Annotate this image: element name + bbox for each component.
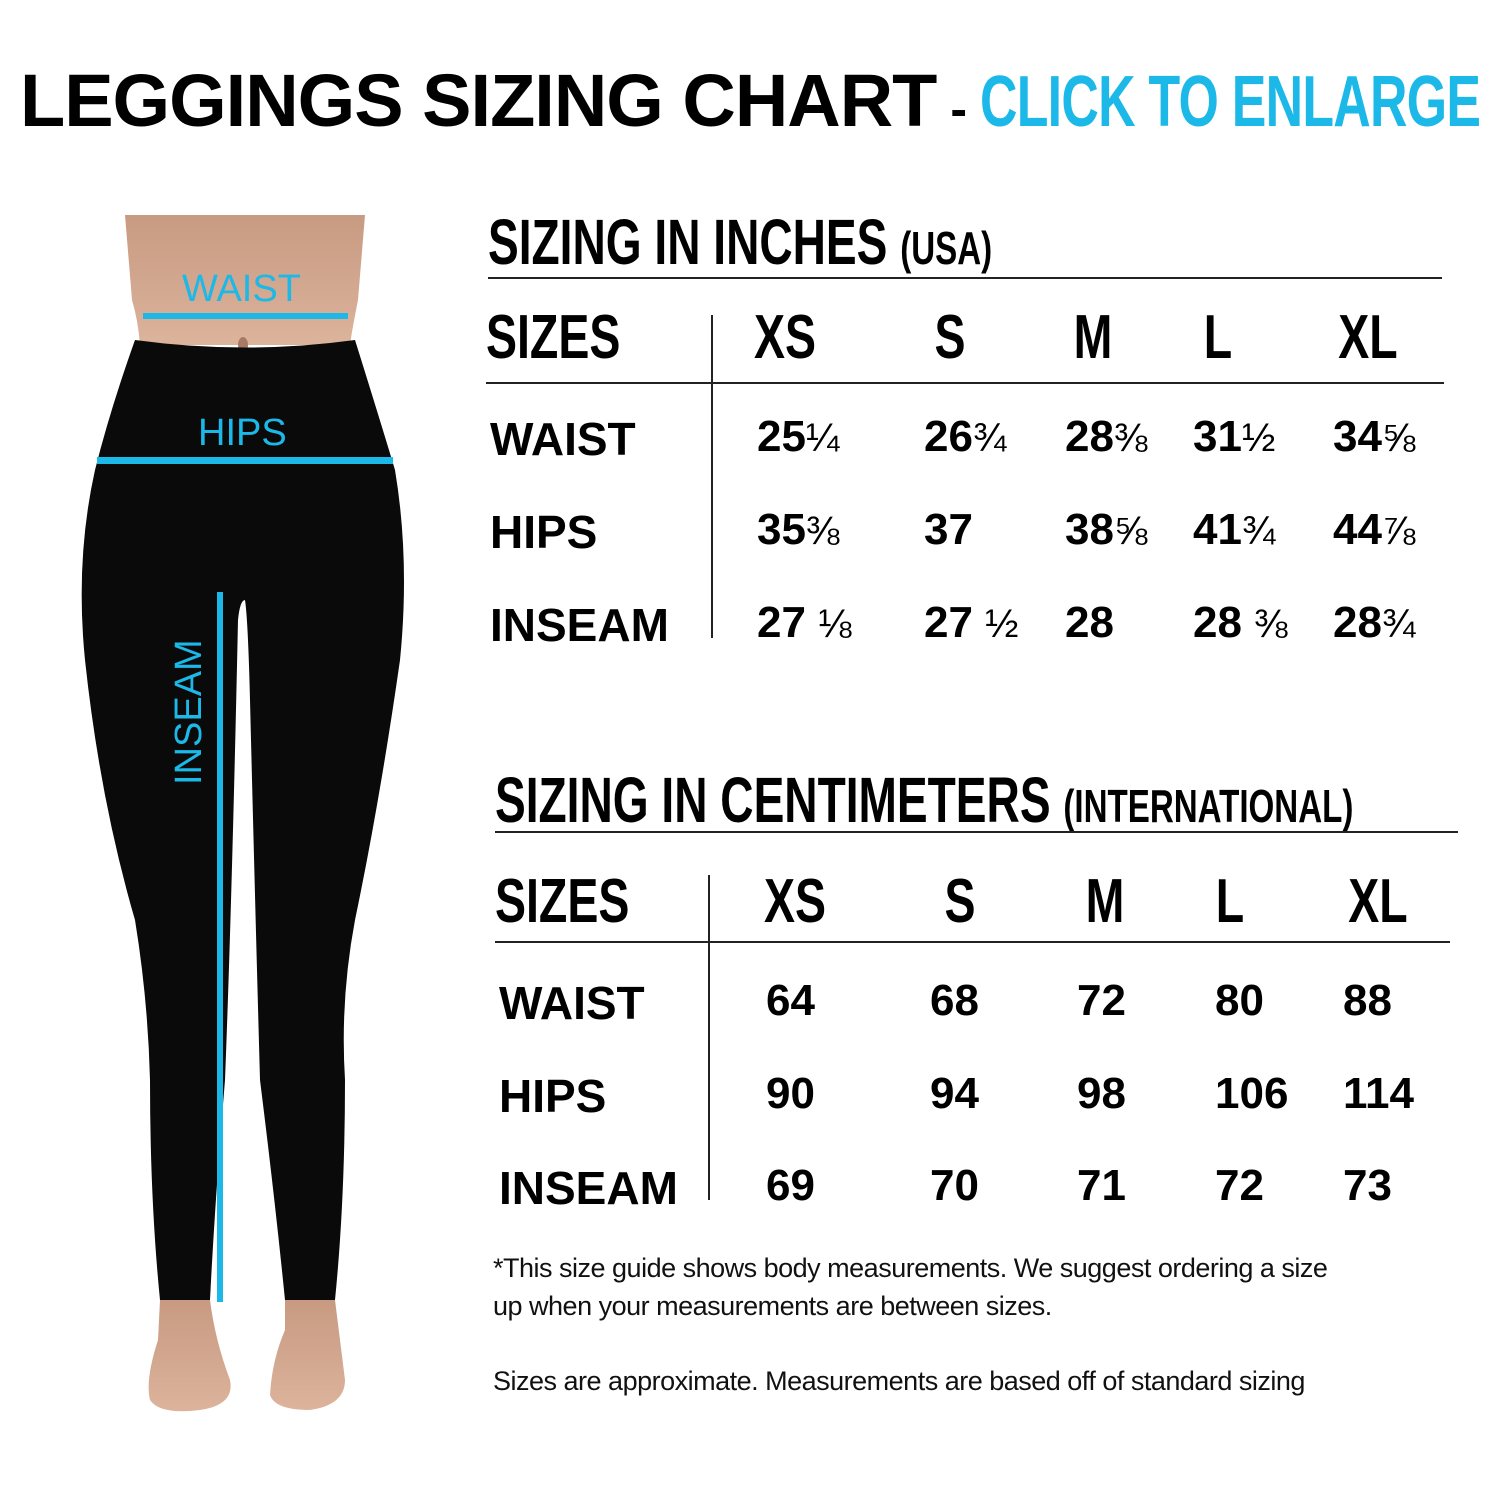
header-size-xl: XL bbox=[1348, 867, 1408, 936]
cell-waist: 68 bbox=[930, 976, 979, 1025]
inseam-label: INSEAM bbox=[168, 639, 210, 785]
left-foot bbox=[148, 1300, 231, 1412]
cell-hips: 98 bbox=[1077, 1069, 1126, 1118]
note-line-2: up when your measurements are between si… bbox=[493, 1291, 1052, 1321]
cell-waist: 26¾ bbox=[924, 412, 1007, 461]
header-size-l: L bbox=[1215, 867, 1245, 936]
cell-inseam: 69 bbox=[766, 1161, 815, 1210]
column-divider bbox=[711, 315, 713, 638]
column-divider bbox=[708, 875, 710, 1200]
cell-hips: 106 bbox=[1215, 1069, 1289, 1118]
cm-subtitle: (INTERNATIONAL) bbox=[1063, 780, 1354, 832]
header-size-s: S bbox=[944, 867, 976, 936]
cell-inseam: 71 bbox=[1077, 1161, 1126, 1210]
cm-title: SIZING IN CENTIMETERS bbox=[495, 764, 1051, 836]
cell-inseam: 28 bbox=[1065, 598, 1114, 647]
title-separator: - bbox=[950, 81, 967, 137]
header-size-l: L bbox=[1203, 303, 1233, 372]
cell-hips: 44⅞ bbox=[1333, 505, 1416, 554]
cell-inseam: 28 ⅜ bbox=[1193, 598, 1288, 647]
leggings-illustration bbox=[81, 215, 405, 1412]
torso bbox=[125, 215, 365, 345]
cell-waist: 31½ bbox=[1193, 412, 1276, 461]
title-main: LEGGINGS SIZING CHART bbox=[20, 59, 937, 142]
inseam-line bbox=[217, 592, 223, 1302]
header-divider bbox=[495, 941, 1450, 943]
cell-hips: 38⅝ bbox=[1065, 505, 1148, 554]
row-label-waist: WAIST bbox=[490, 413, 636, 465]
leggings bbox=[81, 340, 405, 1300]
header-size-s: S bbox=[934, 303, 966, 372]
cell-inseam: 28¾ bbox=[1333, 598, 1416, 647]
header-size-xs: XS bbox=[753, 303, 817, 372]
cell-inseam: 72 bbox=[1215, 1161, 1264, 1210]
cell-waist: 64 bbox=[766, 976, 815, 1025]
row-label-hips: HIPS bbox=[499, 1070, 607, 1122]
cell-waist: 72 bbox=[1077, 976, 1126, 1025]
hips-label: HIPS bbox=[198, 412, 287, 454]
cell-inseam: 73 bbox=[1343, 1161, 1392, 1210]
cell-hips: 94 bbox=[930, 1069, 979, 1118]
hips-line bbox=[97, 457, 393, 464]
click-to-enlarge-link[interactable]: CLICK TO ENLARGE bbox=[980, 62, 1481, 142]
inches-subtitle: (USA) bbox=[900, 222, 993, 274]
row-label-inseam: INSEAM bbox=[499, 1162, 678, 1214]
cell-hips: 114 bbox=[1343, 1069, 1414, 1118]
cell-hips: 90 bbox=[766, 1069, 815, 1118]
cell-inseam: 27 ⅛ bbox=[757, 598, 852, 647]
header-size-m: M bbox=[1073, 303, 1113, 372]
header-size-xl: XL bbox=[1338, 303, 1398, 372]
cm-section-title: SIZING IN CENTIMETERS (INTERNATIONAL) bbox=[495, 763, 1353, 837]
waist-label: WAIST bbox=[182, 268, 301, 310]
cell-waist: 28⅜ bbox=[1065, 412, 1148, 461]
note-line-3: Sizes are approximate. Measurements are … bbox=[493, 1366, 1305, 1396]
row-label-waist: WAIST bbox=[499, 977, 645, 1029]
inches-title: SIZING IN INCHES bbox=[488, 206, 888, 278]
note-line-1: *This size guide shows body measurements… bbox=[493, 1253, 1328, 1283]
divider bbox=[495, 831, 1458, 833]
cell-waist: 34⅝ bbox=[1333, 412, 1416, 461]
row-label-hips: HIPS bbox=[490, 506, 598, 558]
header-divider bbox=[486, 382, 1444, 384]
cell-waist: 88 bbox=[1343, 976, 1392, 1025]
cell-hips: 41¾ bbox=[1193, 505, 1276, 554]
header-sizes: SIZES bbox=[486, 303, 621, 372]
page-title: LEGGINGS SIZING CHART - CLICK TO ENLARGE bbox=[20, 58, 1500, 143]
divider bbox=[488, 277, 1442, 279]
cell-hips: 37 bbox=[924, 505, 973, 554]
header-size-m: M bbox=[1085, 867, 1125, 936]
cell-inseam: 70 bbox=[930, 1161, 979, 1210]
cell-waist: 80 bbox=[1215, 976, 1264, 1025]
right-foot bbox=[270, 1300, 345, 1410]
waist-line bbox=[143, 313, 348, 319]
header-sizes: SIZES bbox=[495, 867, 630, 936]
row-label-inseam: INSEAM bbox=[490, 599, 669, 651]
header-size-xs: XS bbox=[763, 867, 827, 936]
cell-waist: 25¼ bbox=[757, 412, 840, 461]
inches-section-title: SIZING IN INCHES (USA) bbox=[488, 205, 992, 279]
cell-inseam: 27 ½ bbox=[924, 598, 1019, 647]
cell-hips: 35⅜ bbox=[757, 505, 840, 554]
